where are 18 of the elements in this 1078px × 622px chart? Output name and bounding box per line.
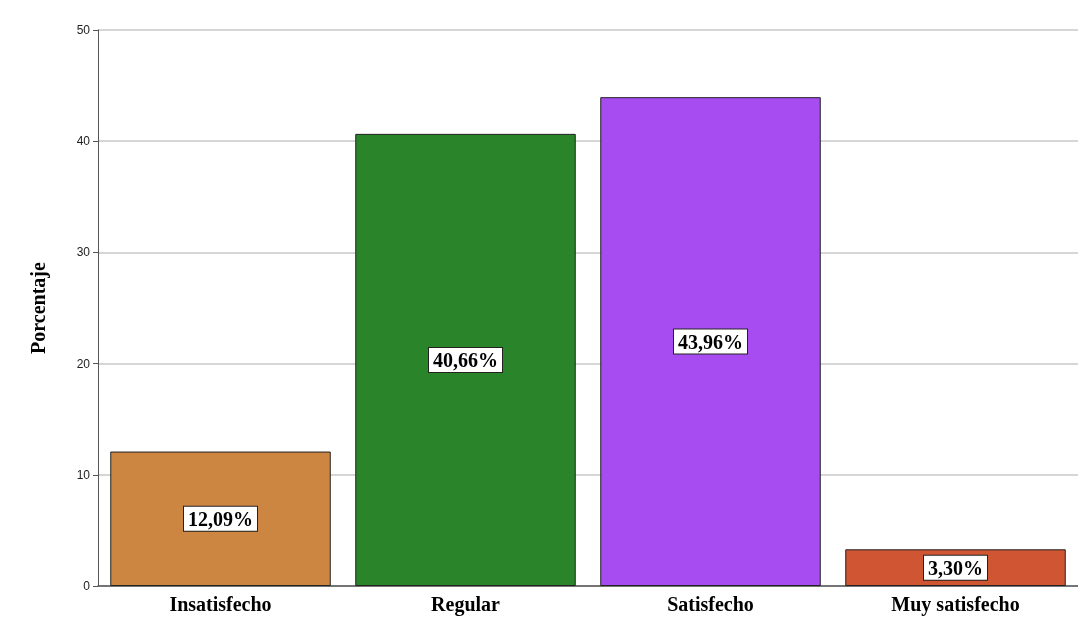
data-label: 12,09%	[188, 507, 253, 530]
data-label: 3,30%	[928, 556, 983, 579]
y-tick-label: 20	[76, 356, 91, 371]
bar	[600, 97, 821, 586]
x-tick-label: Satisfecho	[667, 593, 754, 615]
data-label: 43,96%	[678, 330, 743, 353]
y-tick-label: 50	[76, 23, 91, 37]
data-label: 40,66%	[433, 348, 498, 371]
bar	[355, 133, 576, 586]
x-tick-label: Regular	[431, 593, 501, 616]
y-tick-label: 30	[76, 245, 91, 260]
y-tick-label: 40	[76, 134, 91, 149]
y-tick-label: 10	[76, 467, 91, 482]
x-tick-label: Insatisfecho	[169, 593, 272, 615]
bar	[110, 451, 331, 586]
x-tick-label: Muy satisfecho	[891, 593, 1020, 616]
y-axis-title: Porcentaje	[27, 261, 50, 354]
y-tick-label: 0	[83, 579, 91, 593]
